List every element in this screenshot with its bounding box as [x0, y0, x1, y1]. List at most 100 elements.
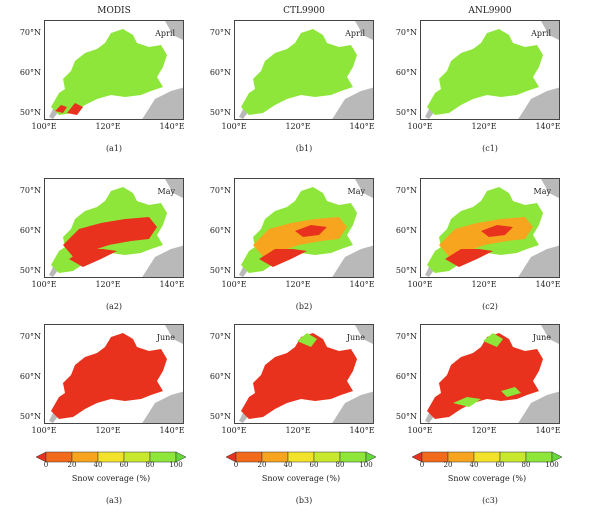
colorbar-tick: 20	[257, 461, 267, 469]
x-tick-label: 140°E	[535, 122, 561, 131]
panel-label: (a2)	[105, 302, 123, 311]
neighbour-land	[541, 179, 559, 198]
y-tick-label: 50°N	[395, 108, 417, 117]
y-tick-label: 50°N	[19, 108, 41, 117]
neighbour-land	[165, 325, 183, 344]
colorbar: 0 20 40 60 80 100 Snow coverage (%)	[225, 448, 377, 488]
panel-label: (a1)	[105, 144, 123, 153]
x-tick-label: 140°E	[159, 122, 185, 131]
snow-map	[239, 325, 373, 423]
month-label: June	[346, 333, 365, 342]
colorbar-tick: 60	[309, 461, 319, 469]
colorbar-tick: 0	[43, 461, 49, 469]
neighbour-land	[355, 179, 373, 198]
y-tick-label: 60°N	[209, 372, 231, 381]
map-panel: May 70°N 60°N 50°N 100°E 120°E 140°E (c2)	[396, 178, 561, 311]
month-label: May	[157, 187, 175, 196]
colorbar-scale	[411, 451, 563, 463]
neighbour-land	[332, 391, 373, 423]
col-title-modis: MODIS	[97, 6, 131, 16]
y-tick-label: 50°N	[395, 266, 417, 275]
x-tick-label: 140°E	[535, 426, 561, 435]
x-tick-label: 120°E	[95, 280, 121, 289]
y-tick-label: 70°N	[19, 186, 41, 195]
colorbar-tick: 20	[443, 461, 453, 469]
col-title-ctl9900: CTL9900	[283, 6, 325, 16]
snow-map	[49, 179, 183, 277]
x-tick-label: 140°E	[159, 426, 185, 435]
y-tick-label: 60°N	[395, 68, 417, 77]
y-tick-label: 60°N	[209, 68, 231, 77]
neighbour-land	[355, 325, 373, 344]
map-panel: May 70°N 60°N 50°N 100°E 120°E 140°E (a2)	[20, 178, 185, 311]
x-tick-label: 140°E	[535, 280, 561, 289]
month-label: June	[156, 333, 175, 342]
region-coverage	[51, 333, 167, 419]
x-tick-label: 100°E	[407, 122, 433, 131]
x-tick-label: 140°E	[349, 426, 375, 435]
colorbar-tick: 100	[545, 461, 559, 469]
colorbar: 0 20 40 60 80 100 Snow coverage (%)	[35, 448, 187, 488]
colorbar-over-arrow	[551, 451, 563, 463]
y-tick-label: 50°N	[19, 412, 41, 421]
col-title-anl9900: ANL9900	[468, 6, 512, 16]
snow-map	[49, 21, 183, 119]
map-panel: June 70°N 60°N 50°N 100°E 120°E 140°E (a3)	[20, 324, 185, 505]
map-panel: June 70°N 60°N 50°N 100°E 120°E 140°E (c3)	[396, 324, 561, 505]
panel-label: (a3)	[105, 496, 123, 505]
y-tick-label: 50°N	[19, 266, 41, 275]
month-label: May	[533, 187, 551, 196]
colorbar-tick: 40	[283, 461, 293, 469]
colorbar-tick: 40	[469, 461, 479, 469]
month-label: April	[345, 29, 365, 38]
y-tick-label: 60°N	[19, 226, 41, 235]
colorbar-tick: 60	[119, 461, 129, 469]
snow-map	[425, 21, 559, 119]
map-frame: June	[234, 324, 374, 424]
map-panel: May 70°N 60°N 50°N 100°E 120°E 140°E (b2)	[210, 178, 375, 311]
x-tick-label: 120°E	[285, 280, 311, 289]
neighbour-land	[165, 21, 183, 40]
y-tick-label: 70°N	[19, 332, 41, 341]
y-tick-label: 70°N	[209, 28, 231, 37]
colorbar-scale	[35, 451, 187, 463]
neighbour-land	[142, 245, 183, 277]
neighbour-land	[541, 21, 559, 40]
y-tick-label: 70°N	[209, 186, 231, 195]
colorbar-tick: 0	[233, 461, 239, 469]
month-label: April	[155, 29, 175, 38]
y-tick-label: 60°N	[395, 226, 417, 235]
map-frame: April	[44, 20, 184, 120]
neighbour-land	[142, 87, 183, 119]
x-tick-label: 100°E	[407, 426, 433, 435]
colorbar-tick: 0	[419, 461, 425, 469]
colorbar-tick: 60	[495, 461, 505, 469]
y-tick-label: 60°N	[19, 68, 41, 77]
x-tick-label: 120°E	[285, 122, 311, 131]
snow-map	[425, 179, 559, 277]
colorbar-tick: 80	[335, 461, 345, 469]
panel-label: (c1)	[482, 144, 498, 153]
panel-label: (c2)	[482, 302, 498, 311]
y-tick-label: 70°N	[19, 28, 41, 37]
y-tick-label: 70°N	[209, 332, 231, 341]
colorbar-scale	[225, 451, 377, 463]
neighbour-land	[142, 391, 183, 423]
y-tick-label: 60°N	[395, 372, 417, 381]
map-frame: April	[234, 20, 374, 120]
neighbour-land	[518, 391, 559, 423]
map-panel: April 70°N 60°N 50°N 100°E 120°E 140°E (b1)	[210, 20, 375, 153]
colorbar-over-arrow	[175, 451, 187, 463]
colorbar-title: Snow coverage (%)	[261, 474, 341, 483]
snow-map	[425, 325, 559, 423]
colorbar-title: Snow coverage (%)	[447, 474, 527, 483]
region-coverage	[241, 29, 357, 115]
neighbour-land	[541, 325, 559, 344]
neighbour-land	[332, 87, 373, 119]
region-coverage	[241, 333, 357, 419]
x-tick-label: 120°E	[95, 426, 121, 435]
map-panel: June 70°N 60°N 50°N 100°E 120°E 140°E (b3)	[210, 324, 375, 505]
x-tick-label: 100°E	[221, 122, 247, 131]
region-coverage	[427, 29, 543, 115]
panel-label: (b3)	[295, 496, 313, 505]
